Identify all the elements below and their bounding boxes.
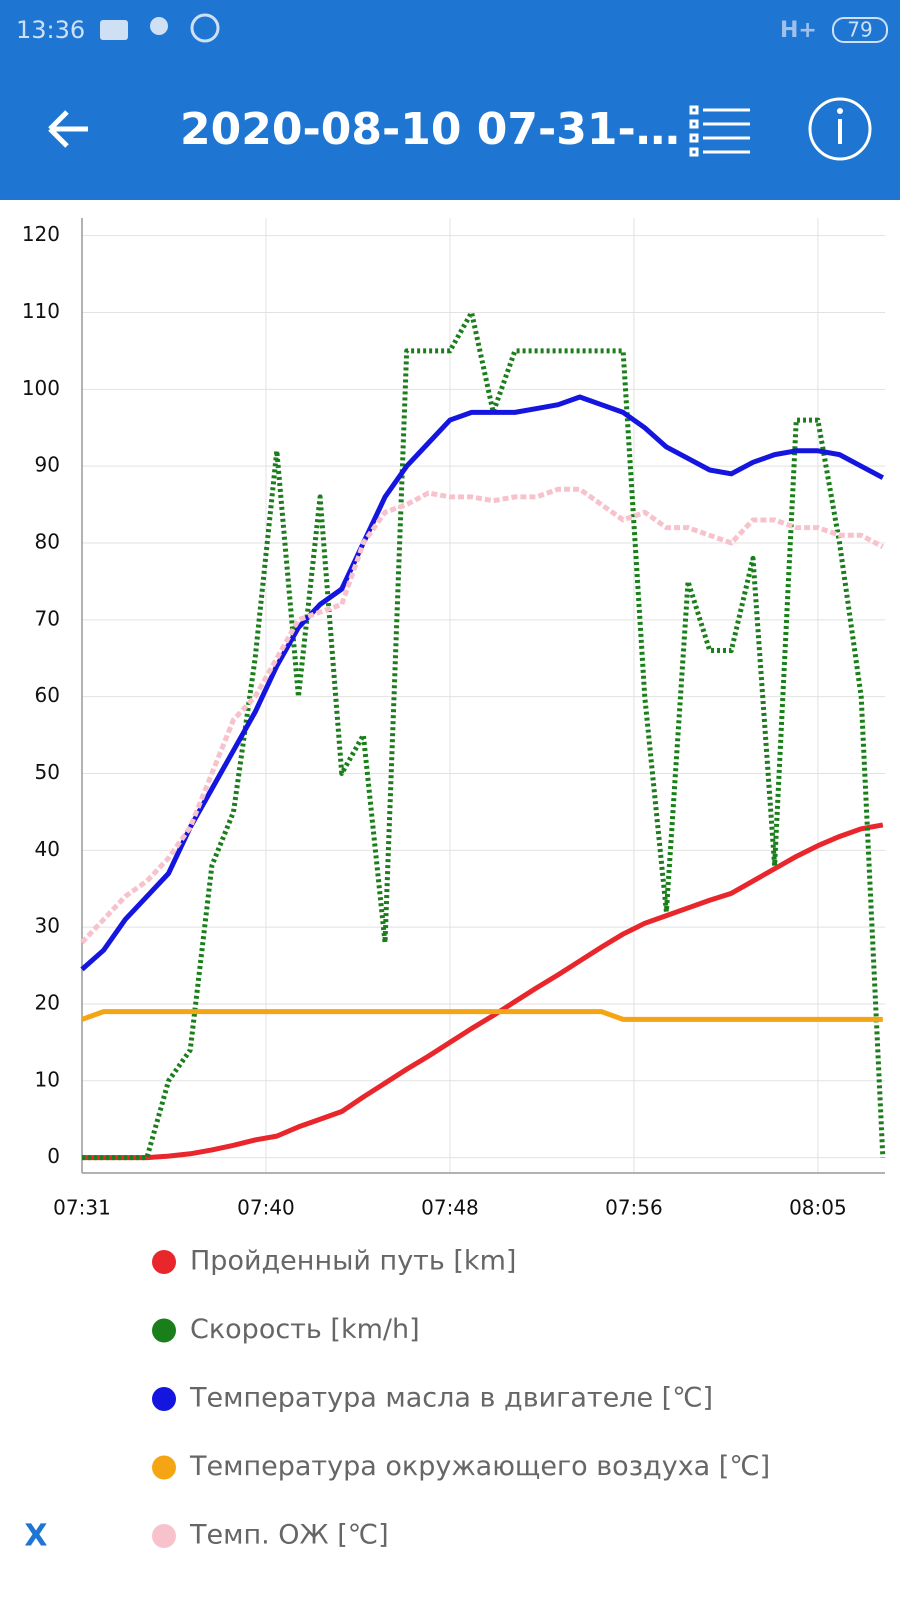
y-tick-label: 80: [35, 529, 60, 553]
location-icon: [150, 17, 168, 35]
legend-label: Пройденный путь [km]: [190, 1246, 516, 1277]
app-title: 2020-08-10 07-31-…: [180, 104, 680, 155]
x-tick-label: 07:48: [421, 1196, 479, 1220]
y-tick-label: 50: [35, 760, 60, 784]
battery-icon: [832, 17, 888, 43]
app-bar-bg: [0, 0, 900, 200]
back-button[interactable]: [48, 110, 88, 148]
info-glyph-dot: [837, 108, 843, 114]
y-tick-label: 60: [35, 683, 60, 707]
legend-label: Скорость [km/h]: [190, 1314, 420, 1345]
y-tick-label: 30: [35, 914, 60, 938]
y-tick-label: 100: [22, 376, 60, 400]
status-time: 13:36: [16, 16, 85, 44]
legend-swatch: [152, 1318, 176, 1343]
y-tick-label: 120: [22, 222, 60, 246]
series-line: [81, 1009, 883, 1022]
close-button[interactable]: X: [24, 1519, 47, 1554]
legend-label: Температура окружающего воздуха [℃]: [189, 1451, 770, 1482]
x-tick-label: 07:31: [53, 1196, 111, 1220]
info-button[interactable]: [808, 97, 872, 161]
legend-swatch: [152, 1524, 176, 1548]
y-tick-label: 20: [35, 990, 60, 1014]
status-battery: 79: [847, 18, 872, 42]
series-line: [82, 822, 884, 1161]
x-tick-label: 07:40: [237, 1196, 295, 1220]
y-tick-label: 0: [47, 1144, 60, 1168]
legend-swatch: [152, 1455, 176, 1480]
y-tick-label: 10: [35, 1067, 60, 1091]
list-button[interactable]: [689, 105, 750, 157]
y-tick-label: 70: [35, 606, 60, 630]
y-tick-label: 90: [35, 453, 60, 477]
series-line: [80, 394, 885, 972]
x-tick-label: 07:56: [605, 1196, 663, 1220]
message-icon: [100, 20, 128, 40]
y-tick-label: 40: [35, 837, 60, 861]
viber-icon: [190, 13, 220, 43]
y-tick-label: 110: [22, 299, 60, 323]
series-line: [82, 310, 886, 1161]
legend-swatch: [152, 1387, 176, 1411]
x-tick-label: 08:05: [789, 1196, 847, 1220]
series-line: [80, 486, 885, 945]
legend-swatch: [152, 1250, 176, 1274]
legend-label: Температура масла в двигателе [℃]: [189, 1383, 713, 1414]
status-network: H+: [780, 18, 817, 43]
legend-label: Темп. ОЖ [℃]: [189, 1520, 389, 1551]
chart: 0 10 20 30 40 50 60 70 80 90 100 110 120 07:31 07:40 07…: [22, 218, 886, 1220]
